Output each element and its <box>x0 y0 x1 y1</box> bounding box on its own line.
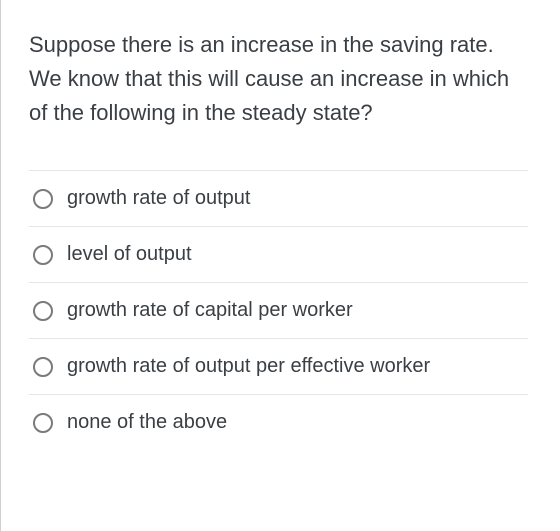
option-row[interactable]: none of the above <box>29 394 528 450</box>
option-label: none of the above <box>67 411 227 434</box>
question-container: Suppose there is an increase in the savi… <box>1 0 560 450</box>
option-label: growth rate of output <box>67 187 250 210</box>
option-label: growth rate of capital per worker <box>67 299 353 322</box>
option-label: growth rate of output per effective work… <box>67 355 430 378</box>
radio-icon <box>33 413 53 433</box>
radio-icon <box>33 189 53 209</box>
option-row[interactable]: growth rate of capital per worker <box>29 282 528 338</box>
option-row[interactable]: growth rate of output <box>29 170 528 226</box>
option-label: level of output <box>67 243 192 266</box>
option-row[interactable]: level of output <box>29 226 528 282</box>
options-list: growth rate of output level of output gr… <box>29 170 528 450</box>
radio-icon <box>33 245 53 265</box>
radio-icon <box>33 357 53 377</box>
question-text: Suppose there is an increase in the savi… <box>29 28 528 130</box>
radio-icon <box>33 301 53 321</box>
option-row[interactable]: growth rate of output per effective work… <box>29 338 528 394</box>
